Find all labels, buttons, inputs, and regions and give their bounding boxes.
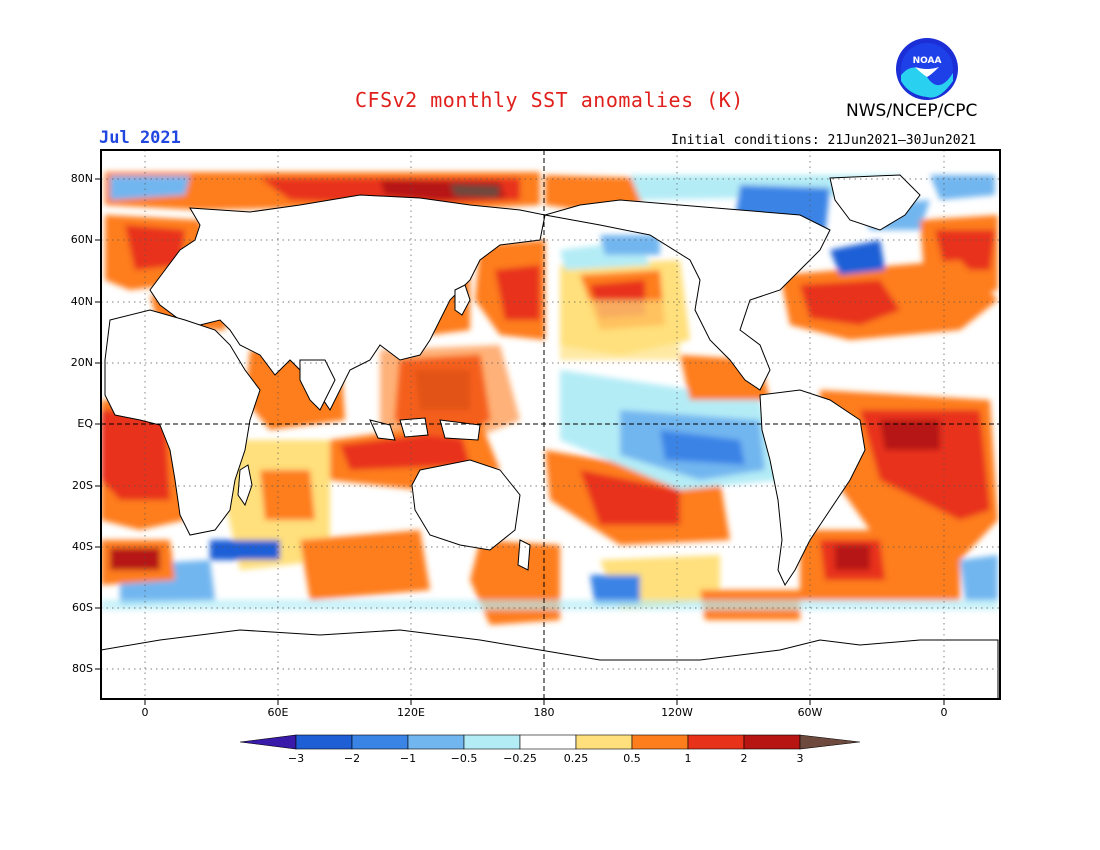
colorbar-bin-minus2-minus1	[351, 734, 409, 750]
axis-ticks	[95, 178, 945, 705]
colorbar-label: −3	[287, 752, 305, 765]
colorbar-bin-1-2	[687, 734, 745, 750]
colorbar-bin-minus05-minus025	[463, 734, 521, 750]
lat-label-60n: 60N	[70, 233, 93, 246]
colorbar-label: −0.25	[503, 752, 537, 765]
anomaly-field	[101, 150, 1000, 699]
colorbar-label: −0.5	[450, 752, 478, 765]
lat-label-80n: 80N	[70, 172, 93, 185]
land-masses	[101, 174, 999, 699]
lat-label-20s: 20S	[72, 479, 93, 492]
lon-label-0-west: 0	[141, 706, 149, 719]
colorbar-bin-2-3	[743, 734, 801, 750]
colorbar	[239, 734, 861, 750]
colorbar-label: −2	[343, 752, 361, 765]
colorbar-label: −1	[399, 752, 417, 765]
lon-label-0-east: 0	[940, 706, 948, 719]
lat-label-eq: EQ	[77, 417, 93, 430]
lat-label-20n: 20N	[70, 356, 93, 369]
agency-label: NWS/NCEP/CPC	[846, 101, 978, 121]
colorbar-bin-above-3	[799, 734, 861, 750]
colorbar-label: 3	[796, 752, 804, 765]
graticule	[101, 150, 1000, 699]
noaa-logo-icon: NOAA	[896, 38, 958, 100]
colorbar-label: 0.5	[623, 752, 641, 765]
colorbar-bin-minus1-minus05	[407, 734, 465, 750]
colorbar-label: 0.25	[563, 752, 589, 765]
colorbar-label: 2	[740, 752, 748, 765]
lat-label-40s: 40S	[72, 540, 93, 553]
initial-conditions-label: Initial conditions: 21Jun2021–30Jun2021	[671, 133, 977, 148]
colorbar-bin-05-1	[631, 734, 689, 750]
lon-label-120e: 120E	[397, 706, 425, 719]
colorbar-label: 1	[684, 752, 692, 765]
lat-label-80s: 80S	[72, 662, 93, 675]
colorbar-bin-below-minus3	[239, 734, 297, 750]
map-title: CFSv2 monthly SST anomalies (K)	[355, 88, 744, 112]
lat-label-60s: 60S	[72, 601, 93, 614]
valid-month-label: Jul 2021	[99, 128, 181, 148]
colorbar-bin-neutral	[519, 734, 577, 750]
colorbar-bin-minus3-minus2	[295, 734, 353, 750]
logo-text: NOAA	[913, 56, 942, 66]
colorbar-bin-025-05	[575, 734, 633, 750]
lon-label-60w: 60W	[797, 706, 823, 719]
lon-label-60e: 60E	[267, 706, 289, 719]
lon-label-120w: 120W	[661, 706, 693, 719]
lon-label-180: 180	[533, 706, 555, 719]
lat-label-40n: 40N	[70, 295, 93, 308]
